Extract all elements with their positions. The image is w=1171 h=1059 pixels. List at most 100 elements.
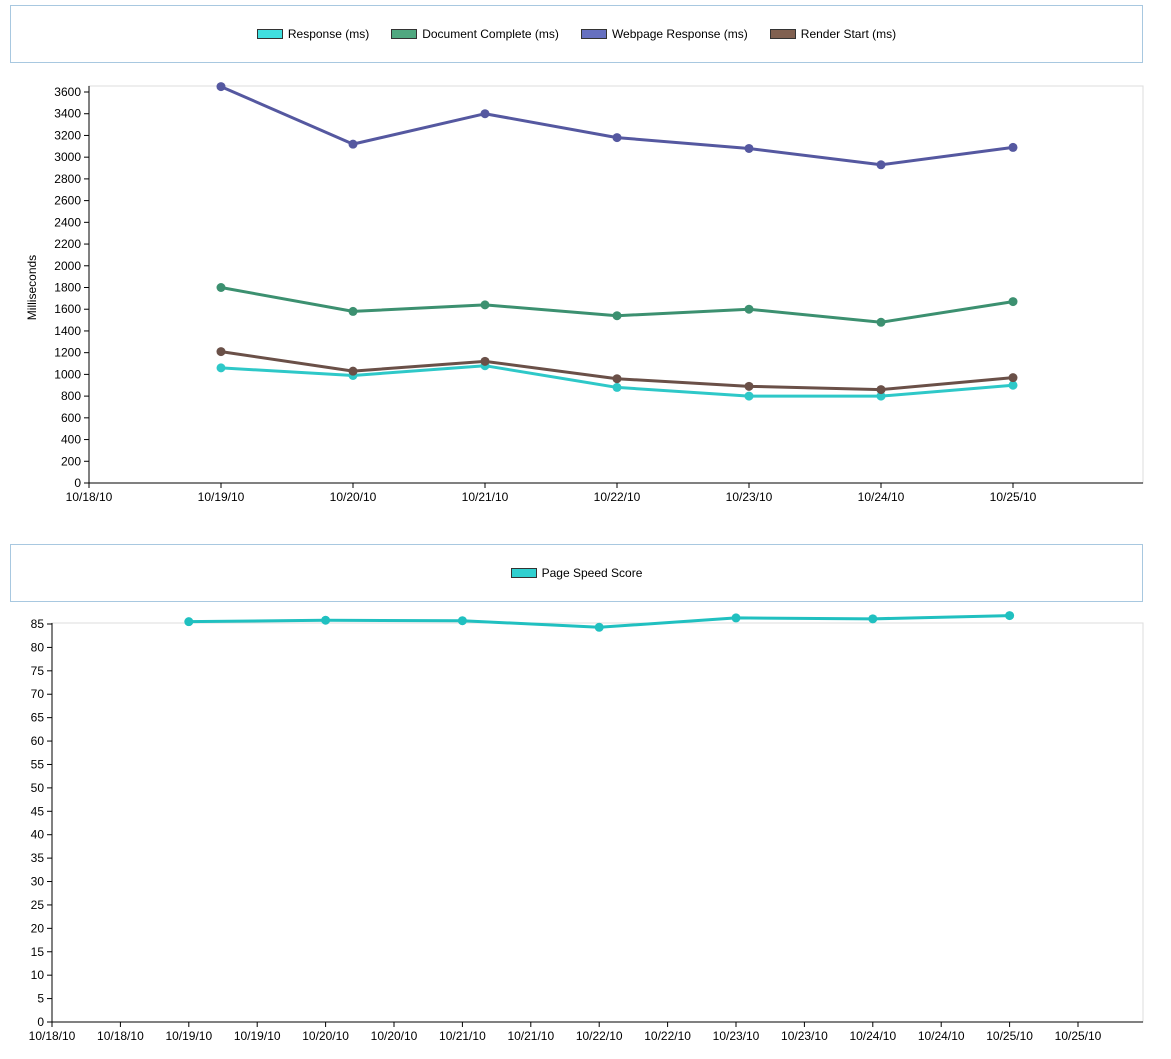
data-point bbox=[612, 311, 622, 321]
legend-label: Document Complete (ms) bbox=[422, 27, 559, 41]
legend-item[interactable]: Webpage Response (ms) bbox=[580, 27, 748, 41]
data-point bbox=[868, 614, 878, 624]
data-point bbox=[612, 133, 622, 143]
legend-item[interactable]: Render Start (ms) bbox=[769, 27, 897, 41]
legend-label: Response (ms) bbox=[287, 27, 370, 41]
y-tick-label: 45 bbox=[31, 804, 45, 818]
y-tick-label: 40 bbox=[31, 828, 45, 842]
y-tick-label: 10 bbox=[31, 968, 45, 982]
y-tick-label: 0 bbox=[37, 1015, 44, 1029]
y-tick-label: 3400 bbox=[54, 107, 81, 121]
y-tick-label: 3000 bbox=[54, 150, 81, 164]
data-point bbox=[216, 283, 226, 292]
data-point bbox=[480, 300, 490, 310]
y-tick-label: 0 bbox=[74, 476, 81, 490]
data-point bbox=[457, 616, 467, 626]
data-point bbox=[348, 366, 358, 376]
y-tick-label: 80 bbox=[31, 640, 45, 654]
data-point bbox=[876, 160, 886, 170]
data-point bbox=[1008, 373, 1018, 383]
data-point bbox=[876, 385, 886, 395]
y-tick-label: 35 bbox=[31, 851, 45, 865]
x-tick-label: 10/19/10 bbox=[198, 490, 245, 504]
y-tick-label: 65 bbox=[31, 711, 45, 725]
response-times-chart: 0 200 400 600 800 1000 1200 1400 1600 1800 2000 220… bbox=[25, 82, 1144, 504]
plot-frame bbox=[88, 85, 1144, 484]
legend-label: Render Start (ms) bbox=[800, 27, 897, 41]
data-point bbox=[1005, 611, 1015, 621]
y-tick-label: 400 bbox=[61, 433, 81, 447]
x-tick-label: 10/24/10 bbox=[918, 1029, 965, 1043]
x-tick-label: 10/20/10 bbox=[330, 490, 377, 504]
legend-swatch bbox=[391, 29, 418, 39]
x-tick-label: 10/25/10 bbox=[990, 490, 1037, 504]
legend-label: Webpage Response (ms) bbox=[611, 27, 748, 41]
y-tick-label: 2000 bbox=[54, 259, 81, 273]
y-tick-label: 50 bbox=[31, 781, 45, 795]
data-point bbox=[184, 617, 194, 627]
x-tick-label: 10/25/10 bbox=[1055, 1029, 1102, 1043]
data-point bbox=[744, 143, 754, 153]
x-tick-label: 10/21/10 bbox=[439, 1029, 486, 1043]
y-tick-label: 85 bbox=[31, 617, 45, 631]
y-tick-label: 60 bbox=[31, 734, 45, 748]
y-tick-label: 1000 bbox=[54, 367, 81, 381]
x-tick-label: 10/18/10 bbox=[29, 1029, 76, 1043]
data-point bbox=[876, 391, 886, 401]
y-tick-label: 200 bbox=[61, 454, 81, 468]
data-point bbox=[1008, 380, 1018, 390]
legend-swatch bbox=[256, 29, 283, 39]
y-tick-label: 3600 bbox=[54, 85, 81, 99]
x-tick-label: 10/23/10 bbox=[713, 1029, 760, 1043]
plot-frame bbox=[51, 622, 1144, 1023]
data-point bbox=[731, 613, 741, 623]
data-point bbox=[321, 615, 331, 625]
data-point bbox=[876, 317, 886, 327]
x-tick-label: 10/22/10 bbox=[644, 1029, 691, 1043]
y-tick-label: 5 bbox=[37, 992, 44, 1006]
x-tick-label: 10/20/10 bbox=[371, 1029, 418, 1043]
legend-page-speed: Page Speed Score bbox=[10, 544, 1143, 602]
y-tick-label: 2200 bbox=[54, 237, 81, 251]
legend-item[interactable]: Page Speed Score bbox=[510, 566, 642, 580]
page-speed-chart: 0 5 10 15 20 25 30 35 40 45 50 55 60 65 70 75 80 85 10/18/… bbox=[29, 611, 1144, 1043]
data-point bbox=[1008, 297, 1018, 307]
y-tick-label: 2600 bbox=[54, 194, 81, 208]
data-point bbox=[480, 356, 490, 366]
y-tick-label: 30 bbox=[31, 875, 45, 889]
data-point bbox=[480, 109, 490, 119]
x-tick-label: 10/19/10 bbox=[234, 1029, 281, 1043]
x-tick-label: 10/22/10 bbox=[594, 490, 641, 504]
data-point bbox=[216, 347, 226, 357]
x-tick-label: 10/20/10 bbox=[302, 1029, 349, 1043]
data-point bbox=[744, 391, 754, 401]
y-tick-label: 3200 bbox=[54, 128, 81, 142]
legend-item[interactable]: Response (ms) bbox=[256, 27, 370, 41]
legend-item[interactable]: Document Complete (ms) bbox=[391, 27, 559, 41]
x-tick-label: 10/21/10 bbox=[462, 490, 509, 504]
y-tick-label: 1800 bbox=[54, 281, 81, 295]
y-tick-label: 2400 bbox=[54, 215, 81, 229]
x-tick-label: 10/21/10 bbox=[507, 1029, 554, 1043]
y-tick-label: 75 bbox=[31, 664, 45, 678]
x-tick-label: 10/23/10 bbox=[726, 490, 773, 504]
x-tick-label: 10/22/10 bbox=[576, 1029, 623, 1043]
series-line bbox=[220, 85, 1014, 167]
x-tick-label: 10/18/10 bbox=[66, 490, 113, 504]
data-point bbox=[348, 306, 358, 316]
y-tick-label: 1600 bbox=[54, 302, 81, 316]
x-tick-label: 10/24/10 bbox=[858, 490, 905, 504]
legend-swatch bbox=[510, 568, 537, 578]
data-point bbox=[744, 304, 754, 314]
x-tick-label: 10/23/10 bbox=[781, 1029, 828, 1043]
data-point bbox=[216, 82, 226, 92]
y-tick-label: 15 bbox=[31, 945, 45, 959]
y-tick-label: 25 bbox=[31, 898, 45, 912]
y-tick-label: 1200 bbox=[54, 346, 81, 360]
x-tick-label: 10/25/10 bbox=[986, 1029, 1033, 1043]
y-tick-label: 70 bbox=[31, 687, 45, 701]
y-axis-title: Milliseconds bbox=[25, 255, 39, 320]
legend-response-times: Response (ms) Document Complete (ms) Webpa… bbox=[10, 5, 1143, 63]
x-tick-label: 10/24/10 bbox=[849, 1029, 896, 1043]
y-tick-label: 2800 bbox=[54, 172, 81, 186]
